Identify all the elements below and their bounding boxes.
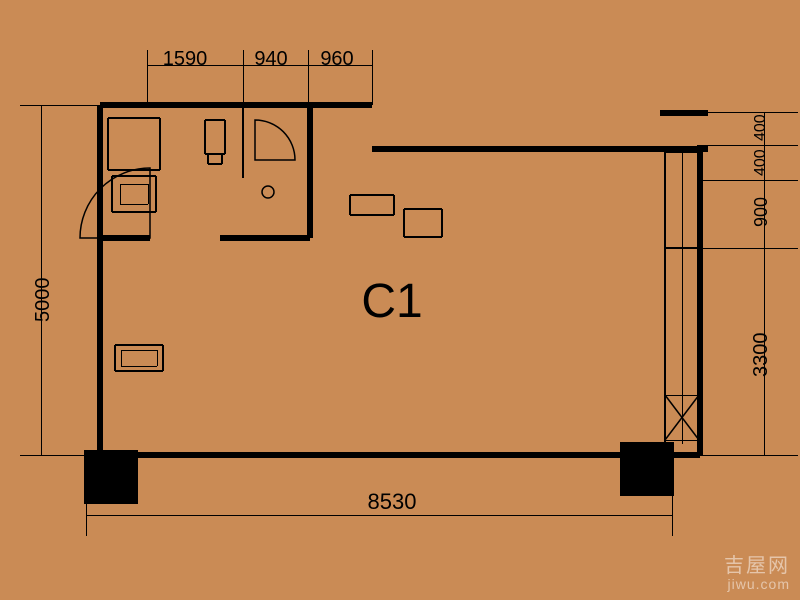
- watermark: 吉屋网 jiwu.com: [724, 555, 790, 592]
- watermark-en: jiwu.com: [724, 577, 790, 592]
- floor-plan: C11590940960853050004004009003300 吉屋网 ji…: [0, 0, 800, 600]
- watermark-zh: 吉屋网: [724, 555, 790, 577]
